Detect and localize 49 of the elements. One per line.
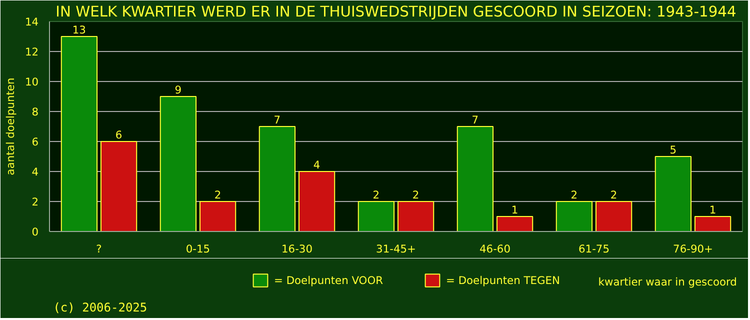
data-label: 4: [313, 158, 320, 172]
data-label: 2: [372, 188, 380, 202]
data-label: 5: [670, 144, 677, 156]
x-tick-label: 46-60: [480, 242, 511, 256]
legend-label: = Doelpunten TEGEN: [446, 274, 560, 286]
x-tick-label: 31-45+: [376, 242, 416, 256]
bar: [258, 126, 296, 232]
bar: [694, 216, 732, 232]
y-tick-label: 12: [24, 46, 39, 58]
x-tick-label: 0-15: [186, 242, 210, 256]
bar: [298, 171, 336, 232]
x-tick-label: 16-30: [282, 242, 313, 256]
data-label: 2: [570, 188, 578, 202]
y-tick-label: 2: [32, 196, 38, 208]
bar: [496, 216, 534, 232]
text: (c) 2006-2025: [53, 300, 148, 314]
x-tick-label: ?: [96, 242, 102, 256]
y-tick-label: 4: [32, 166, 39, 178]
bar: [556, 201, 593, 232]
data-label: 7: [472, 114, 479, 126]
chart-title: IN WELK KWARTIER WERD ER IN DE THUISWEDSTRIJDEN GESCOORD IN SEIZOEN: 1943-1944: [56, 4, 736, 20]
bar: [199, 201, 236, 232]
x-tick-label: 76-90+: [673, 242, 713, 256]
bar: [100, 141, 138, 232]
legend-label: = Doelpunten VOOR: [274, 274, 383, 286]
y-tick-label: 14: [24, 16, 39, 28]
bar: [60, 36, 98, 232]
y-tick-label: 10: [24, 76, 39, 88]
x-axis-title: kwartier waar in gescoord: [598, 276, 737, 288]
data-label: 1: [709, 204, 716, 216]
data-label: 6: [115, 128, 122, 142]
data-label: 2: [610, 188, 618, 202]
bar: [595, 201, 632, 232]
y-tick-label: 0: [32, 226, 39, 238]
y-tick-label: 6: [32, 136, 39, 148]
bar: [358, 201, 395, 232]
bar: [456, 126, 494, 232]
bar: [160, 96, 197, 232]
bar: [654, 156, 692, 232]
data-label: 1: [511, 204, 518, 216]
data-label: 2: [214, 188, 222, 202]
data-label: 7: [274, 114, 281, 126]
bar: [397, 201, 434, 232]
data-label: 9: [174, 84, 182, 96]
y-tick-label: 8: [32, 106, 39, 118]
data-label: 13: [72, 24, 86, 36]
data-label: 2: [412, 188, 420, 202]
x-tick-label: 61-75: [578, 242, 610, 256]
y-axis-title: aantal doelpunten: [4, 78, 17, 176]
